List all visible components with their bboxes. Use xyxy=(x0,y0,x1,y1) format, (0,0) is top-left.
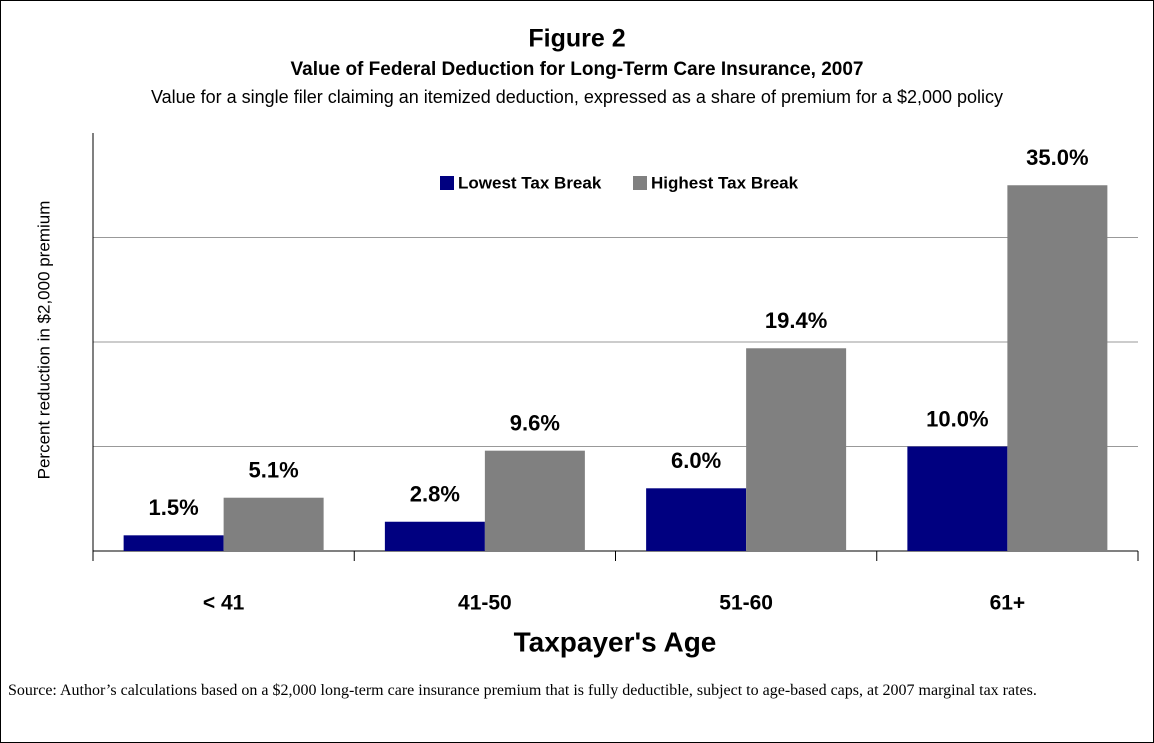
value-label: 9.6% xyxy=(510,410,560,435)
x-tick-label: 41-50 xyxy=(458,592,512,615)
bar xyxy=(746,348,847,551)
legend-label: Highest Tax Break xyxy=(651,173,799,192)
value-label: 35.0% xyxy=(1026,145,1088,170)
bar xyxy=(907,446,1008,551)
y-axis-label: Percent reduction in $2,000 premium xyxy=(34,201,53,480)
legend-label: Lowest Tax Break xyxy=(458,173,602,192)
legend-swatch xyxy=(633,176,647,190)
x-tick-label: < 41 xyxy=(203,592,245,615)
bar xyxy=(646,488,747,551)
bar xyxy=(484,450,585,551)
chart-title: Figure 2 xyxy=(528,25,625,53)
chart-description: Value for a single filer claiming an ite… xyxy=(151,87,1003,107)
value-label: 6.0% xyxy=(671,448,721,473)
bar xyxy=(1007,185,1108,551)
value-label: 1.5% xyxy=(149,495,199,520)
chart-subtitle: Value of Federal Deduction for Long-Term… xyxy=(291,59,864,80)
value-label: 5.1% xyxy=(249,458,299,483)
value-label: 10.0% xyxy=(926,406,988,431)
value-label: 19.4% xyxy=(765,308,827,333)
bar xyxy=(384,521,485,551)
bar xyxy=(223,497,324,551)
x-tick-label: 51-60 xyxy=(719,592,773,615)
x-axis-label: Taxpayer's Age xyxy=(514,626,717,657)
source-note: Source: Author’s calculations based on a… xyxy=(8,682,1037,699)
x-tick-label: 61+ xyxy=(990,592,1026,615)
legend-swatch xyxy=(440,176,454,190)
bar xyxy=(123,535,224,551)
value-label: 2.8% xyxy=(410,482,460,507)
